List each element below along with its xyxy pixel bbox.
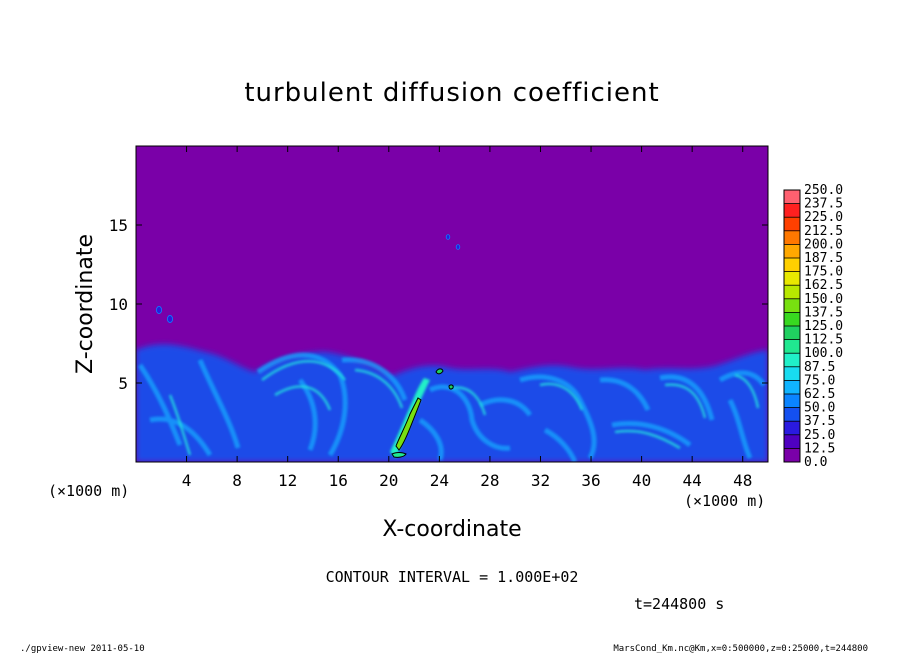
x-axis-title: X-coordinate <box>382 517 521 542</box>
y-axis: 5 10 15 <box>109 216 768 393</box>
colorbar-label: 100.0 <box>804 346 843 361</box>
colorbar-label: 250.0 <box>804 183 843 198</box>
turbulent-layer <box>136 344 768 462</box>
colorbar-swatch <box>784 244 800 258</box>
colorbar-swatch <box>784 312 800 326</box>
colorbar-label: 187.5 <box>804 251 843 266</box>
x-tick-label: 36 <box>581 471 600 490</box>
colorbar-swatch <box>784 230 800 245</box>
colorbar-label: 87.5 <box>804 360 835 375</box>
y-tick-label: 15 <box>109 216 128 235</box>
colorbar-swatch <box>784 285 800 299</box>
colorbar-label: 162.5 <box>804 278 843 293</box>
y-tick-label: 10 <box>109 295 128 314</box>
colorbar-label: 112.5 <box>804 333 843 348</box>
contour-interval: CONTOUR INTERVAL = 1.000E+02 <box>326 568 579 586</box>
colorbar-swatch <box>784 217 800 231</box>
colorbar: 0.012.525.037.550.062.575.087.5100.0112.… <box>783 183 843 470</box>
colorbar-swatch <box>784 394 800 408</box>
colorbar-label: 0.0 <box>804 455 827 470</box>
colorbar-swatch <box>784 353 800 367</box>
x-tick-label: 4 <box>182 471 192 490</box>
colorbar-label: 50.0 <box>804 401 835 416</box>
colorbar-label: 62.5 <box>804 387 835 402</box>
x-unit-right: (×1000 m) <box>684 492 765 510</box>
colorbar-label: 37.5 <box>804 414 835 429</box>
footer-left: ./gpview-new 2011-05-10 <box>20 644 145 654</box>
colorbar-label: 225.0 <box>804 210 843 225</box>
y-tick-label: 5 <box>118 374 128 393</box>
colorbar-label: 200.0 <box>804 237 843 252</box>
chart-title: turbulent diffusion coefficient <box>244 78 659 108</box>
isolated-patches <box>155 234 461 323</box>
colorbar-swatch <box>784 203 800 218</box>
colorbar-label: 150.0 <box>804 292 843 307</box>
x-unit-left: (×1000 m) <box>48 482 129 500</box>
colorbar-swatch <box>784 366 800 381</box>
colorbar-swatch <box>784 434 800 449</box>
x-tick-label: 48 <box>733 471 752 490</box>
colorbar-label: 12.5 <box>804 441 835 456</box>
colorbar-label: 125.0 <box>804 319 843 334</box>
y-axis-title: Z-coordinate <box>73 234 98 374</box>
colorbar-swatch <box>784 326 800 340</box>
x-tick-label: 28 <box>480 471 499 490</box>
colorbar-label: 237.5 <box>804 197 843 212</box>
colorbar-swatch <box>784 190 800 204</box>
footer-right: MarsCond_Km.nc@Km,x=0:500000,z=0:25000,t… <box>613 644 868 654</box>
x-tick-label: 20 <box>379 471 398 490</box>
colorbar-label: 137.5 <box>804 305 843 320</box>
x-tick-label: 24 <box>430 471 449 490</box>
x-axis: 4 8 12 16 20 24 28 32 36 40 44 48 <box>182 146 752 490</box>
plot-area <box>136 146 768 462</box>
colorbar-swatch <box>784 271 800 286</box>
x-tick-label: 12 <box>278 471 297 490</box>
x-tick-label: 16 <box>329 471 348 490</box>
colorbar-swatch <box>784 380 800 394</box>
colorbar-label: 75.0 <box>804 373 835 388</box>
x-tick-label: 8 <box>232 471 242 490</box>
colorbar-swatch <box>784 448 800 462</box>
x-tick-label: 32 <box>531 471 550 490</box>
x-tick-label: 40 <box>632 471 651 490</box>
colorbar-label: 175.0 <box>804 265 843 280</box>
colorbar-label: 25.0 <box>804 428 835 443</box>
colorbar-swatch <box>784 421 800 435</box>
colorbar-swatch <box>784 298 800 313</box>
time-label: t=244800 s <box>634 595 724 613</box>
plume-feature <box>390 368 454 458</box>
x-tick-label: 44 <box>683 471 702 490</box>
colorbar-swatch <box>784 258 800 272</box>
colorbar-swatch <box>784 339 800 354</box>
colorbar-swatch <box>784 407 800 422</box>
colorbar-label: 212.5 <box>804 224 843 239</box>
